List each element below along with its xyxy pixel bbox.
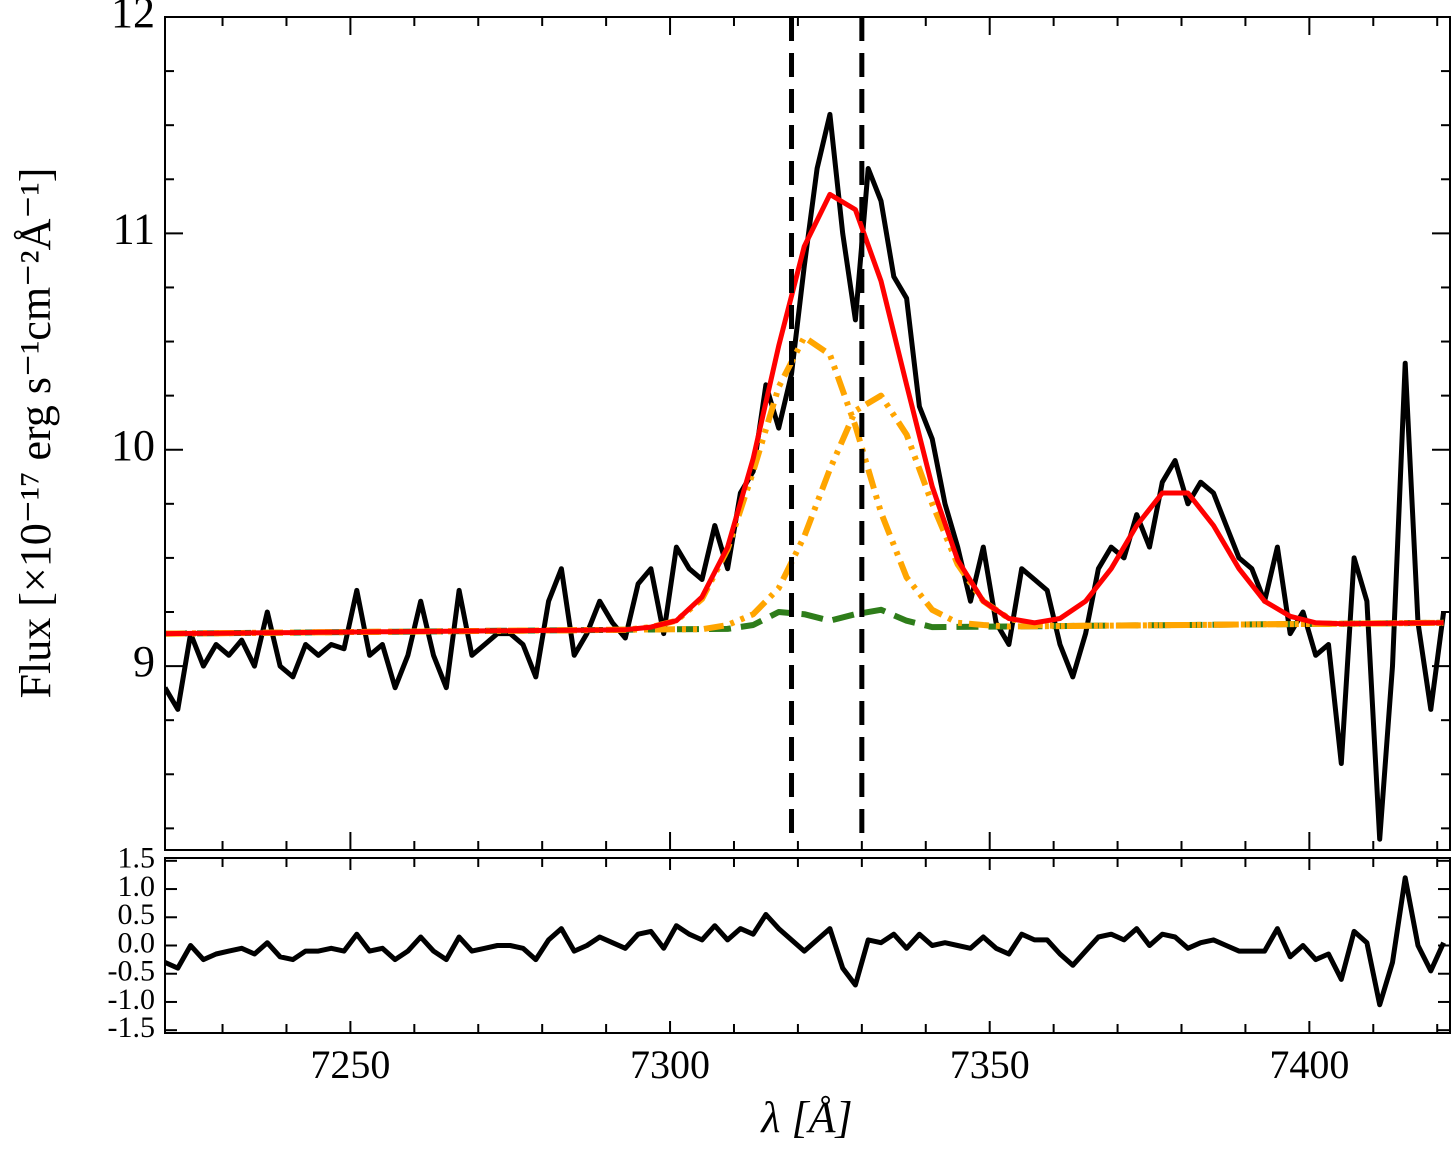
plot-frame	[164, 16, 1451, 851]
y-tick-label: 1.5	[118, 842, 156, 875]
y-axis-label: Flux [×10⁻¹⁷ erg s⁻¹cm⁻²Å⁻¹]	[11, 168, 60, 699]
y-tick-label: 0.0	[118, 926, 156, 959]
x-axis-label: λ [Å]	[759, 1093, 852, 1142]
y-tick-label: 9	[133, 637, 155, 686]
y-tick-label: 10	[111, 421, 155, 470]
y-tick-label: -1.0	[108, 983, 156, 1016]
x-tick-label: 7400	[1269, 1042, 1349, 1087]
y-tick-label: 0.5	[118, 898, 156, 931]
y-tick-label: -0.5	[108, 955, 156, 988]
y-tick-label: 11	[113, 204, 155, 253]
data-line	[165, 191, 1444, 637]
y-tick-label: 12	[111, 0, 155, 37]
y-tick-label: -1.5	[108, 1011, 156, 1044]
plot-frame	[164, 857, 1451, 1034]
x-tick-label: 7350	[950, 1042, 1030, 1087]
x-tick-label: 7250	[310, 1042, 390, 1087]
data-line	[165, 875, 1446, 1008]
x-tick-label: 7300	[630, 1042, 710, 1087]
y-tick-label: 1.0	[118, 870, 156, 903]
data-line	[165, 111, 1447, 842]
